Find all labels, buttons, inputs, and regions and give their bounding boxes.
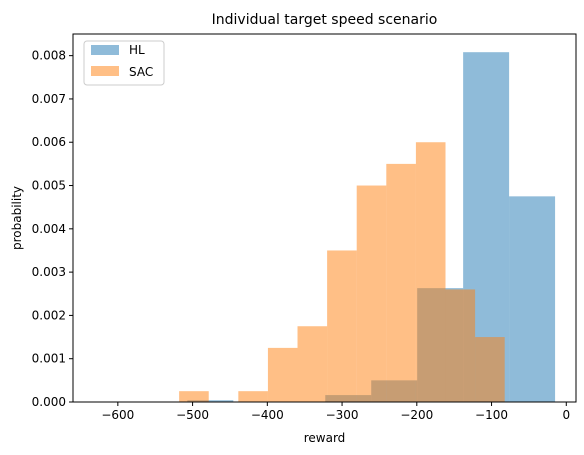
bar-sac-10 [475, 337, 505, 402]
x-axis-label: reward [304, 431, 346, 445]
y-tick-label: 0.000 [32, 395, 66, 409]
y-tick-label: 0.006 [32, 135, 66, 149]
x-tick-label: −300 [326, 408, 359, 422]
legend-swatch-hl [91, 45, 119, 55]
legend: HL SAC [83, 40, 165, 86]
x-tick-label: −600 [101, 408, 134, 422]
x-tick-label: −400 [251, 408, 284, 422]
y-tick-label: 0.007 [32, 92, 66, 106]
ticks-layer: −600 −500 −400 −300 −200 −100 0 0.000 0.001 0.002… [32, 49, 570, 422]
bar-sac-8 [415, 142, 446, 402]
y-tick-label: 0.005 [32, 179, 66, 193]
bar-sac-2 [238, 391, 268, 402]
x-tick-label: −200 [400, 408, 433, 422]
x-tick-label: −500 [176, 408, 209, 422]
bars-layer [95, 52, 556, 402]
bar-sac-5 [327, 250, 357, 402]
bar-sac-6 [356, 185, 387, 402]
bar-hl-9 [509, 196, 556, 402]
y-tick-label: 0.004 [32, 222, 66, 236]
plot-frame [72, 33, 577, 403]
y-tick-label: 0.003 [32, 265, 66, 279]
y-tick-label: 0.002 [32, 308, 66, 322]
legend-label-sac: SAC [129, 65, 153, 79]
chart-title: Individual target speed scenario [212, 12, 438, 28]
legend-label-hl: HL [129, 43, 145, 57]
bar-sac-7 [386, 163, 416, 402]
y-axis-label: probability [10, 186, 24, 250]
bar-sac-4 [297, 326, 328, 402]
bar-hl-2 [187, 400, 234, 402]
x-tick-label: 0 [562, 408, 570, 422]
bar-sac-9 [445, 289, 476, 402]
bar-sac-3 [267, 347, 298, 402]
legend-swatch-sac [91, 66, 119, 76]
y-tick-label: 0.008 [32, 49, 66, 63]
x-tick-label: −100 [475, 408, 508, 422]
bar-sac-0 [179, 391, 209, 402]
y-tick-label: 0.001 [32, 352, 66, 366]
